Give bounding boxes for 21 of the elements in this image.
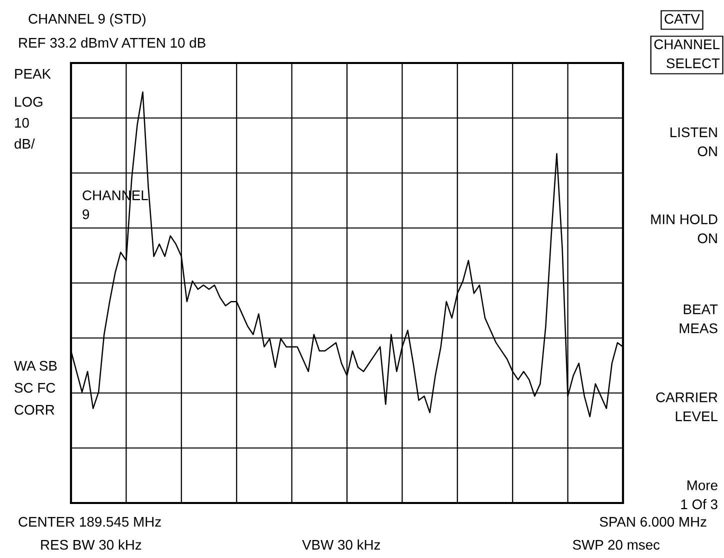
chart-subtitle: REF 33.2 dBmV ATTEN 10 dB (19, 38, 206, 48)
text: WA SB (14, 360, 57, 371)
text: CORR (14, 404, 54, 415)
text: VBW 30 kHz (302, 540, 380, 550)
text: RES BW 30 kHz (41, 540, 142, 550)
text: SWP 20 msec (572, 540, 660, 550)
text: CENTER 189.545 MHz (18, 516, 161, 527)
text: LOG (15, 96, 42, 107)
text: CATV (664, 14, 700, 24)
chart-title: CHANNEL 9 (STD) (28, 14, 146, 26)
text: BEAT MEAS (680, 304, 718, 334)
text: dB/ (14, 138, 35, 149)
text: MIN HOLD ON (651, 214, 718, 244)
text: SC FC (14, 382, 56, 393)
text: 10 (15, 118, 29, 128)
text: CHANNEL SELECT (654, 39, 720, 68)
text: SPAN 6.000 MHz (600, 516, 706, 527)
text: PEAK (15, 69, 51, 79)
text: CARRIER LEVEL (656, 392, 718, 422)
text: More 1 Of 3 (681, 480, 718, 510)
text: LISTEN ON (670, 127, 717, 156)
